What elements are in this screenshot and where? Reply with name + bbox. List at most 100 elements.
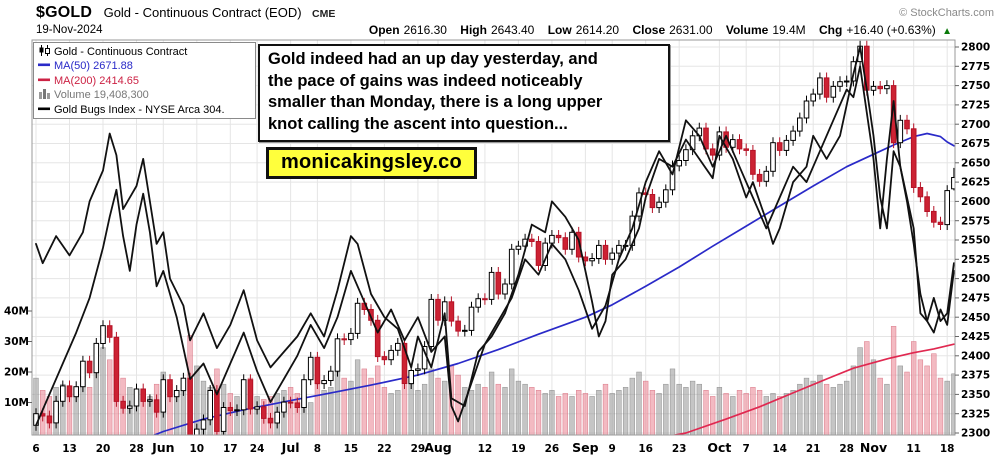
candlestick-icon [38,45,51,59]
svg-text:2350: 2350 [961,389,990,401]
ma200-line [670,343,955,435]
svg-text:12: 12 [478,443,493,455]
svg-text:2300: 2300 [961,428,990,440]
svg-text:2550: 2550 [961,235,990,247]
svg-text:2775: 2775 [961,61,990,73]
legend-item-label: Silver - Continuous Contract (EOD [54,118,222,119]
watermark-text: monicakingsley.co [281,151,462,173]
legend-item-label: MA(200) 2414.65 [54,74,139,87]
gold-bugs-line-swatch [38,103,51,117]
annotation-line: smaller than Monday, there is a long upp… [268,93,603,111]
svg-text:Sep: Sep [572,440,598,455]
svg-text:2750: 2750 [961,80,990,92]
x-axis-labels: 6 13 20 28 Jun 10 17 24 Jul 8 15 22 29 Aug 12 19 26 Sep 9 1… [32,440,954,455]
svg-text:2425: 2425 [961,331,990,343]
annotation-line: knot calling the ascent into question... [268,114,568,133]
svg-text:Oct: Oct [707,440,731,455]
svg-text:24: 24 [250,443,265,455]
annotation-line: the pace of gains was indeed noticeably [268,71,583,90]
high-label: High [460,23,487,37]
instrument-name: Gold - Continuous Contract (EOD) [103,5,302,20]
legend-item: Gold - Continuous Contract [38,45,255,59]
svg-text:11: 11 [906,443,921,455]
stockcharts-copyright: © StockCharts.com [899,7,994,19]
svg-text:2525: 2525 [961,254,990,266]
svg-text:2675: 2675 [961,138,990,150]
open-label: Open [368,23,400,37]
chart-legend: Gold - Continuous Contract MA(50) 2671.88… [33,42,256,119]
svg-text:10: 10 [189,443,204,455]
svg-text:28: 28 [129,443,144,455]
ohlc-quote-row: Open 2616.30 High 2643.40 Low 2614.20 Close… [369,23,952,37]
y-axis-labels: 2300 2325 2350 2375 2400 2425 2450 2475 2500 2525… [955,42,990,440]
plot-border [31,39,956,436]
low-label: Low [547,23,572,37]
silver-line [35,46,955,407]
high-value: 2643.40 [490,23,535,37]
watermark-box: monicakingsley.co [266,147,477,179]
quote-date: 19-Nov-2024 [36,24,103,36]
close-label: Close [632,23,666,37]
svg-text:40M: 40M [4,306,29,318]
svg-text:2400: 2400 [961,350,990,362]
ma50-line-swatch [38,59,51,73]
ma50-line [152,132,955,435]
svg-text:16: 16 [638,443,653,455]
svg-text:22: 22 [377,443,392,455]
svg-text:2375: 2375 [961,370,990,382]
volume-axis-labels: 10M 20M 30M 40M [4,306,32,409]
svg-text:Aug: Aug [424,440,452,455]
svg-text:2650: 2650 [961,157,990,169]
svg-text:17: 17 [223,443,238,455]
svg-text:28: 28 [839,443,854,455]
svg-text:2700: 2700 [961,119,990,131]
legend-item-label: Gold - Continuous Contract [54,46,188,58]
chart-title: $GOLD Gold - Continuous Contract (EOD) C… [36,4,335,22]
volume-label: Volume [725,23,769,37]
svg-text:20: 20 [96,443,111,455]
legend-item: MA(50) 2671.88 [38,59,255,73]
svg-text:2800: 2800 [961,42,990,54]
svg-text:29: 29 [411,443,426,455]
svg-text:26: 26 [545,443,560,455]
svg-text:9: 9 [609,443,616,455]
svg-text:2450: 2450 [961,312,990,324]
svg-text:18: 18 [940,443,955,455]
svg-text:2625: 2625 [961,177,990,189]
legend-item-label: Gold Bugs Index - NYSE Arca 304. [54,103,225,116]
gold-bugs-line [35,65,955,427]
svg-text:Jun: Jun [151,440,174,455]
svg-text:30M: 30M [4,336,29,348]
svg-text:23: 23 [672,443,687,455]
svg-text:2475: 2475 [961,293,990,305]
ma200-line-swatch [38,74,51,88]
svg-text:8: 8 [314,443,321,455]
open-value: 2616.30 [403,23,447,37]
annotation-note: Gold indeed had an up day yesterday, and… [258,44,670,142]
svg-text:2725: 2725 [961,100,990,112]
volume-value: 19.4M [772,23,806,37]
svg-text:Nov: Nov [860,440,887,455]
annotation-line: Gold indeed had an up day yesterday, and [268,50,598,68]
svg-text:2575: 2575 [961,215,990,227]
svg-text:2500: 2500 [961,273,990,285]
legend-item-label: MA(50) 2671.88 [54,60,133,73]
svg-text:15: 15 [344,443,359,455]
svg-text:6: 6 [32,443,39,455]
legend-item: Volume 19,408,300 [38,88,255,102]
low-value: 2614.20 [575,23,620,37]
svg-text:13: 13 [62,443,77,455]
svg-text:7: 7 [743,443,750,455]
svg-text:Jul: Jul [281,440,300,455]
legend-item: MA(200) 2414.65 [38,74,255,88]
change-up-arrow-icon: ▲ [942,26,952,37]
svg-text:19: 19 [511,443,526,455]
svg-text:2600: 2600 [961,196,990,208]
volume-bars-icon [38,88,51,102]
svg-text:14: 14 [772,443,787,455]
legend-item: Silver - Continuous Contract (EOD [38,117,255,119]
svg-text:21: 21 [806,443,821,455]
legend-item: Gold Bugs Index - NYSE Arca 304. [38,103,255,117]
